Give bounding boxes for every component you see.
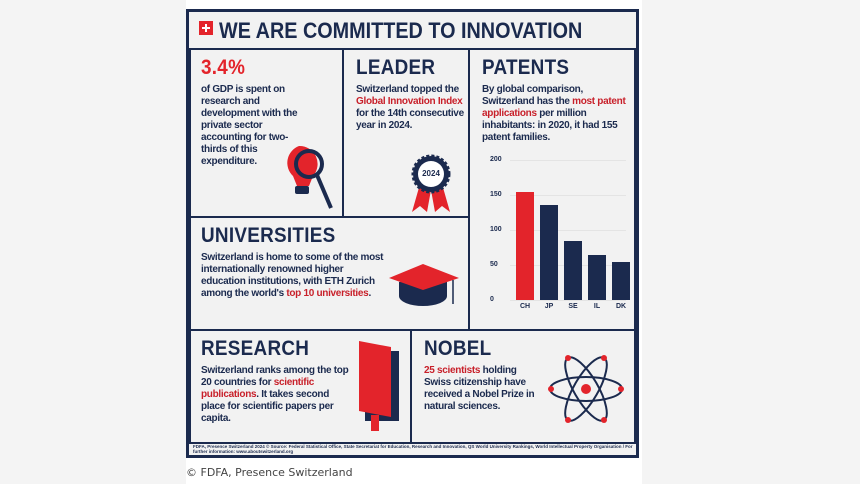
nobel-panel: NOBEL 25 scientists holding Swiss citize… [410, 329, 636, 444]
universities-headline: UNIVERSITIES [201, 224, 336, 247]
gridline [510, 300, 626, 301]
award-year: 2024 [422, 169, 440, 178]
lightbulb-magnifier-icon [287, 145, 333, 209]
y-tick-label: 50 [490, 261, 498, 268]
patents-text-post: per million inhabitants: in 2020, it had… [482, 108, 618, 143]
atom-icon [548, 355, 624, 423]
x-tick-label: DK [615, 303, 627, 310]
research-text: Switzerland ranks among the top 20 count… [201, 365, 349, 425]
gridline [510, 195, 626, 196]
gridline [510, 160, 626, 161]
leader-highlight: Global Innovation Index [356, 96, 463, 107]
y-tick-label: 200 [490, 156, 502, 163]
gdp-panel: 3.4% of GDP is spent on research and dev… [189, 48, 344, 218]
research-panel: RESEARCH Switzerland ranks among the top… [189, 329, 412, 444]
patents-bar-chart: 0 50 100 150 200 CH JP SE IL DK [490, 156, 630, 312]
y-tick-label: 100 [490, 226, 502, 233]
x-tick-label: CH [519, 303, 531, 310]
image-caption: © FDFA, Presence Switzerland [186, 466, 353, 479]
y-tick-label: 150 [490, 191, 502, 198]
leader-text: Switzerland topped the Global Innovation… [356, 84, 466, 132]
bar-se [564, 241, 582, 300]
nobel-headline: NOBEL [424, 337, 492, 360]
research-text-pre: Switzerland ranks among the top 20 count… [201, 365, 349, 388]
swiss-flag-icon [199, 21, 213, 35]
leader-text-post: for the 14th consecutive year in 2024. [356, 108, 464, 131]
research-headline: RESEARCH [201, 337, 310, 360]
patents-text: By global comparison, Switzerland has th… [482, 84, 632, 144]
patents-headline: PATENTS [482, 56, 570, 79]
patents-panel: PATENTS By global comparison, Switzerlan… [468, 48, 636, 331]
x-tick-label: JP [544, 303, 554, 310]
source-footer: FDFA, Presence Switzerland 2024 © Source… [193, 444, 633, 454]
universities-highlight: top 10 universities [286, 288, 369, 299]
infographic-title: WE ARE COMMITTED TO INNOVATION [219, 18, 583, 43]
gdp-headline: 3.4% [201, 56, 246, 79]
leader-panel: LEADER Switzerland topped the Global Inn… [342, 48, 470, 218]
y-tick-label: 0 [490, 296, 494, 303]
patents-text-pre: By global comparison, Switzerland has th… [482, 84, 583, 107]
bar-ch [516, 191, 534, 300]
universities-text-post: . [368, 288, 371, 299]
x-tick-label: SE [568, 303, 578, 310]
right-margin [642, 0, 860, 484]
research-highlight: scientific publications [201, 377, 315, 400]
nobel-text: 25 scientists holding Swiss citizenship … [424, 365, 536, 413]
patents-highlight: most patent applications [482, 96, 626, 119]
bar-jp [540, 204, 558, 300]
award-ribbon-icon [411, 154, 451, 212]
nobel-highlight: 25 scientists [424, 365, 481, 376]
gridline [510, 230, 626, 231]
left-margin [0, 0, 186, 484]
infographic: WE ARE COMMITTED TO INNOVATION 3.4% of G… [186, 9, 639, 458]
book-icon [359, 341, 399, 431]
universities-text-pre: Switzerland is home to some of the most … [201, 252, 384, 299]
bar-il [588, 254, 606, 300]
universities-panel: UNIVERSITIES Switzerland is home to some… [189, 216, 470, 331]
leader-text-pre: Switzerland topped the [356, 84, 459, 95]
bar-dk [612, 261, 630, 300]
universities-text: Switzerland is home to some of the most … [201, 252, 386, 300]
x-tick-label: IL [593, 303, 601, 310]
nobel-text-post: holding Swiss citizenship have received … [424, 365, 535, 412]
gdp-text: of GDP is spent on research and developm… [201, 84, 298, 167]
research-text-post: . It takes second place for scientific p… [201, 389, 334, 424]
leader-headline: LEADER [356, 56, 436, 79]
graduation-cap-icon [389, 264, 459, 306]
